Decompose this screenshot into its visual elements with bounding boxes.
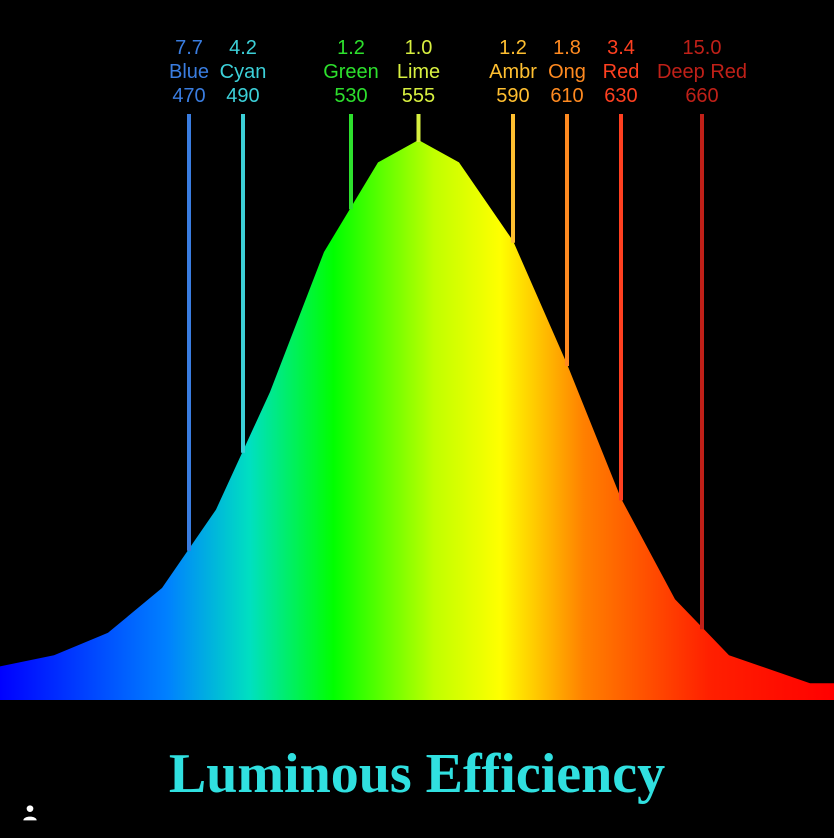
marker-wavelength: 610: [548, 84, 586, 108]
marker-wavelength: 490: [220, 84, 267, 108]
marker-value: 1.8: [548, 36, 586, 60]
marker-label: 1.8Ong610: [548, 36, 586, 108]
marker-value: 1.2: [489, 36, 537, 60]
marker-name: Green: [323, 60, 379, 84]
marker-wavelength: 590: [489, 84, 537, 108]
marker-name: Red: [603, 60, 640, 84]
marker-value: 1.2: [323, 36, 379, 60]
marker-wavelength: 470: [169, 84, 209, 108]
marker-label: 4.2Cyan490: [220, 36, 267, 108]
marker-value: 1.0: [397, 36, 440, 60]
marker-label: 7.7Blue470: [169, 36, 209, 108]
marker-value: 4.2: [220, 36, 267, 60]
marker-label: 15.0Deep Red660: [657, 36, 747, 108]
marker-value: 3.4: [603, 36, 640, 60]
marker-label: 3.4Red630: [603, 36, 640, 108]
marker-value: 15.0: [657, 36, 747, 60]
chart-title: Luminous Efficiency: [0, 742, 834, 806]
marker-label: 1.2Green530: [323, 36, 379, 108]
marker-wavelength: 530: [323, 84, 379, 108]
marker-value: 7.7: [169, 36, 209, 60]
marker-wavelength: 660: [657, 84, 747, 108]
marker-name: Deep Red: [657, 60, 747, 84]
marker-name: Blue: [169, 60, 209, 84]
marker-wavelength: 630: [603, 84, 640, 108]
marker-label: 1.0Lime555: [397, 36, 440, 108]
marker-name: Lime: [397, 60, 440, 84]
stage: 7.7Blue4704.2Cyan4901.2Green5301.0Lime55…: [0, 0, 834, 838]
marker-name: Cyan: [220, 60, 267, 84]
marker-name: Ambr: [489, 60, 537, 84]
marker-wavelength: 555: [397, 84, 440, 108]
marker-label: 1.2Ambr590: [489, 36, 537, 108]
profile-icon: [20, 802, 40, 822]
marker-name: Ong: [548, 60, 586, 84]
